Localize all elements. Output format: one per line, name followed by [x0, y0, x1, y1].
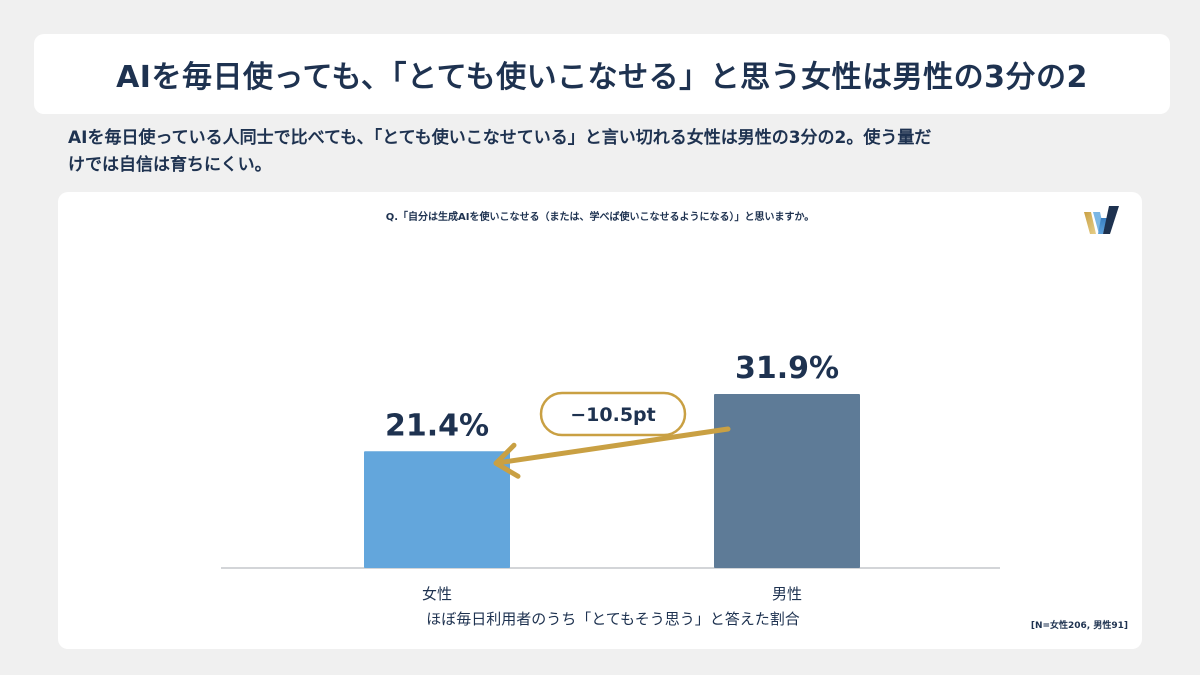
- bar-male: [714, 394, 860, 568]
- chart-question: Q.「自分は生成AIを使いこなせる（または、学べば使いこなせるようになる）」と思…: [385, 212, 815, 223]
- title-banner: AIを毎日使っても、「とても使いこなせる」と思う女性は男性の3分の2: [34, 34, 1170, 114]
- difference-label: −10.5pt: [570, 404, 655, 426]
- difference-arrow-head: [493, 442, 521, 479]
- bar-female: [364, 451, 510, 568]
- x-axis-label: ほぼ毎日利用者のうち「とてもそう思う」と答えた割合: [426, 610, 800, 628]
- category-label-male: 男性: [772, 585, 802, 603]
- page-subtitle: AIを毎日使っている人同士で比べても、「とても使いこなせている」と言い切れる女性…: [68, 125, 1148, 179]
- difference-arrow-shaft: [499, 426, 731, 465]
- subtitle-line-1: AIを毎日使っている人同士で比べても、「とても使いこなせている」と言い切れる女性…: [68, 128, 932, 148]
- category-label-female: 女性: [422, 585, 452, 603]
- data-label-male: 31.9%: [735, 351, 839, 386]
- page-title: AIを毎日使っても、「とても使いこなせる」と思う女性は男性の3分の2: [116, 60, 1088, 95]
- w-logo-icon: [1084, 206, 1119, 234]
- difference-pill: [539, 391, 687, 437]
- data-label-female: 21.4%: [385, 408, 489, 443]
- sample-size-note: [N=女性206, 男性91]: [1030, 621, 1128, 631]
- subtitle-line-2: けでは自信は育ちにくい。: [68, 155, 272, 175]
- chart-card: 21.4% 女性 31.9% 男性ほぼ毎日利用者のうち「とてもそう思う」と答えた割合 −…: [58, 192, 1142, 649]
